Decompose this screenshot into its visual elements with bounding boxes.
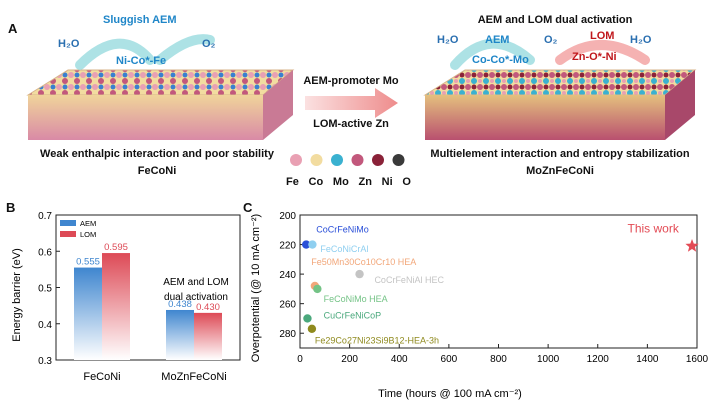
- panel-c-letter: C: [243, 200, 253, 215]
- c-point: [308, 240, 317, 249]
- b-value-label: 0.595: [104, 242, 128, 253]
- legend-dot-o: [392, 154, 405, 166]
- energy-barrier-chart: Energy barrier (eV) AEM and LOM dual act…: [11, 211, 241, 383]
- left-h2o-label: H₂O: [58, 38, 80, 50]
- site-lom-label: Zn-O*-Ni: [572, 51, 617, 63]
- legend-dot-zn: [351, 154, 364, 166]
- c-point-label: CuCrFeNiCoP: [324, 310, 382, 320]
- b-ytick-label: 0.4: [38, 320, 52, 331]
- c-point-label: FeCoNiMo HEA: [324, 294, 388, 304]
- c-point-label: CoCrFeNiMo: [316, 225, 369, 235]
- panel-a-letter: A: [8, 21, 18, 36]
- c-point: [303, 314, 312, 323]
- b-ytick-label: 0.3: [38, 356, 52, 367]
- right-o2-label: O₂: [544, 34, 558, 46]
- c-point-label: Fe50Mn30Co10Cr10 HEA: [311, 257, 416, 267]
- left-site-label: Ni-Co*-Fe: [116, 55, 167, 67]
- lom-label: LOM: [590, 30, 615, 42]
- c-xtick-label: 1200: [587, 354, 610, 365]
- legend-mo-label: Mo: [332, 176, 349, 188]
- legend-dot-fe: [290, 154, 302, 166]
- moznfeconi-structure-illustration: [423, 69, 697, 140]
- b-legend-label: LOM: [80, 230, 96, 239]
- c-xtick-label: 1600: [686, 354, 709, 365]
- c-point-label: CoCrFeNiAl HEC: [374, 275, 444, 285]
- legend-co-label: Co: [308, 176, 324, 188]
- c-ytick-label: 260: [279, 300, 296, 311]
- b-ytick-label: 0.6: [38, 247, 52, 258]
- b-bar-lom: [194, 312, 222, 360]
- aem-label: AEM: [485, 34, 510, 46]
- b-legend-swatch: [60, 220, 76, 226]
- c-ytick-label: 220: [279, 241, 296, 252]
- c-xlabel: Time (hours @ 100 mA cm⁻²): [378, 388, 522, 400]
- stability-comparison-chart: Overpotential (@ 10 mA cm⁻²) Time (hours…: [250, 211, 709, 400]
- c-point-label: Fe29Co27Ni23Si9B12-HEA-3h: [315, 336, 439, 346]
- b-bar-aem: [166, 309, 194, 360]
- middle-top-label: AEM-promoter Mo: [303, 75, 399, 87]
- c-xtick-label: 600: [441, 354, 458, 365]
- right-caption: Multielement interaction and entropy sta…: [430, 148, 690, 160]
- middle-bottom-label: LOM-active Zn: [313, 118, 389, 130]
- c-xtick-label: 1400: [636, 354, 659, 365]
- b-legend-label: AEM: [80, 219, 96, 228]
- legend-dot-ni: [372, 154, 384, 166]
- b-value-label: 0.438: [168, 299, 192, 310]
- b-value-label: 0.430: [196, 302, 220, 313]
- b-value-label: 0.555: [76, 257, 100, 268]
- right-material-name: MoZnFeCoNi: [526, 165, 594, 177]
- b-annotation-line1: AEM and LOM: [163, 277, 229, 288]
- c-ytick-label: 200: [279, 211, 296, 222]
- b-ytick-label: 0.5: [38, 284, 52, 295]
- c-ytick-label: 240: [279, 270, 296, 281]
- b-annotation-line2: dual activation: [164, 292, 228, 303]
- b-bar-lom: [102, 253, 130, 360]
- c-point: [307, 324, 317, 333]
- panel-b-letter: B: [6, 200, 16, 215]
- legend-zn-label: Zn: [358, 176, 372, 188]
- feconi-structure-illustration: [26, 69, 295, 140]
- legend-ni-label: Ni: [381, 176, 393, 188]
- right-h2o-left-label: H₂O: [437, 34, 459, 46]
- c-xtick-label: 0: [297, 354, 303, 365]
- c-point-this-work-star-icon: [685, 239, 699, 252]
- c-point: [313, 284, 322, 294]
- b-bar-aem: [74, 267, 102, 360]
- left-o2-label: O₂: [202, 38, 216, 50]
- b-ytick-label: 0.7: [38, 211, 52, 222]
- b-category-label: MoZnFeCoNi: [161, 371, 226, 383]
- c-point-label: FeCoNiCrAl: [320, 244, 368, 254]
- c-xtick-label: 200: [341, 354, 358, 365]
- element-legend: Fe Co Mo Zn Ni O: [286, 150, 411, 190]
- right-h2o-right-label: H₂O: [630, 34, 652, 46]
- c-ylabel: Overpotential (@ 10 mA cm⁻²): [250, 214, 262, 362]
- element-legend-dots: [290, 154, 405, 166]
- b-category-label: FeCoNi: [83, 371, 120, 383]
- c-xtick-label: 400: [391, 354, 408, 365]
- left-material-name: FeCoNi: [137, 165, 177, 177]
- legend-fe-label: Fe: [286, 176, 299, 188]
- legend-dot-co: [310, 154, 323, 166]
- left-flow-arrows: [75, 34, 215, 70]
- c-ytick-label: 280: [279, 329, 296, 340]
- right-heading: AEM and LOM dual activation: [477, 14, 633, 26]
- c-point: [355, 269, 364, 279]
- right-flow-arrows: [450, 38, 650, 70]
- c-point-label-this-work: This work: [628, 222, 680, 236]
- site-aem-label: Co-Co*-Mo: [472, 54, 529, 66]
- b-ylabel: Energy barrier (eV): [11, 248, 23, 342]
- c-point: [302, 240, 311, 249]
- c-xtick-label: 800: [490, 354, 507, 365]
- legend-o-label: O: [402, 176, 411, 188]
- sluggish-aem-heading: Sluggish AEM: [103, 14, 177, 26]
- c-xtick-label: 1000: [537, 354, 560, 365]
- left-caption: Weak enthalpic interaction and poor stab…: [40, 148, 274, 160]
- b-annotation: AEM and LOM dual activation: [163, 277, 229, 303]
- legend-dot-mo: [331, 154, 343, 166]
- b-legend-swatch: [60, 231, 76, 237]
- transform-arrow-icon: [305, 88, 398, 118]
